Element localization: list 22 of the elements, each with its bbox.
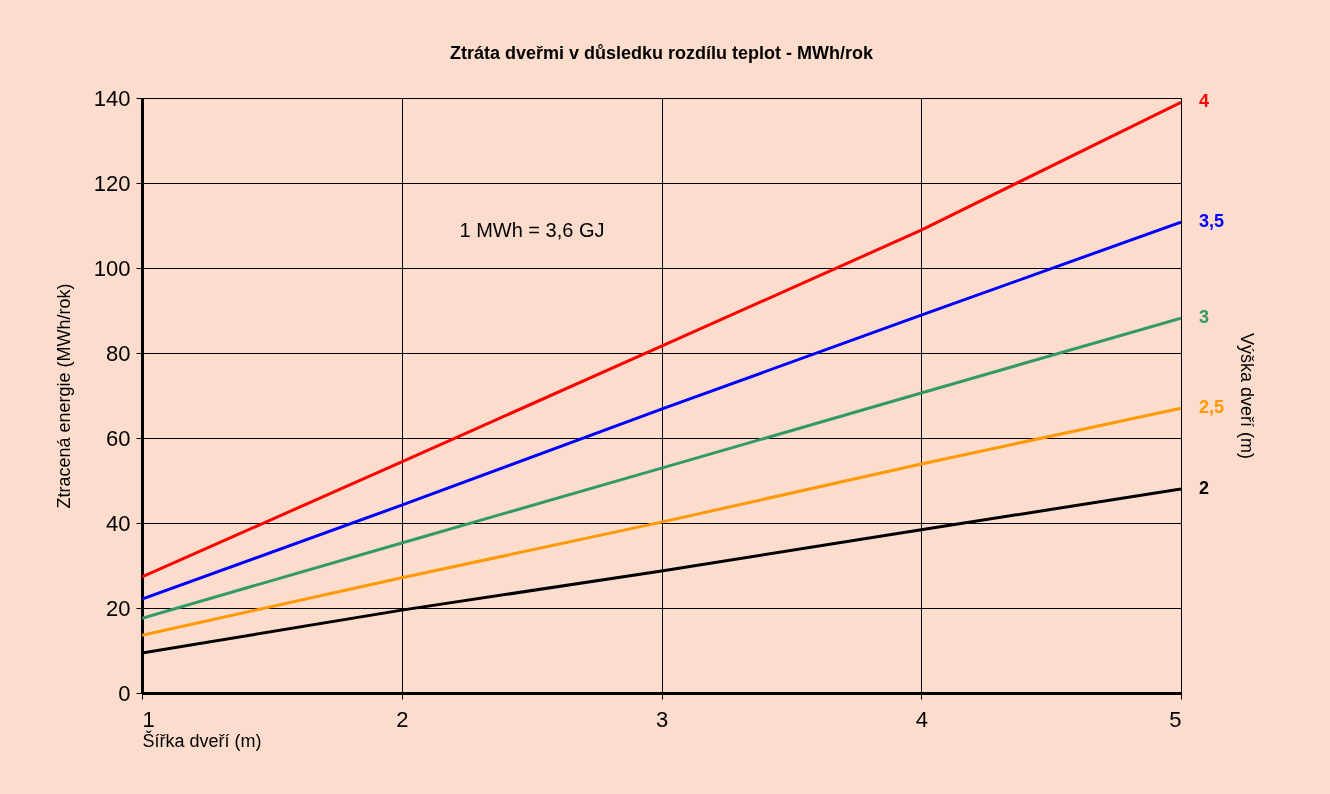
x-tick-label: 2: [396, 706, 409, 732]
y2-axis-title: Výška dveří (m): [1236, 332, 1257, 460]
y-axis-title: Ztracená energie (MWh/rok): [53, 283, 74, 509]
y-tick-label: 60: [106, 425, 131, 451]
x-tick-label: 3: [655, 706, 669, 732]
y-tick-label: 140: [93, 85, 131, 111]
y-tick-label: 120: [93, 170, 131, 196]
series-label: 2,5: [1199, 397, 1225, 418]
y-tick-label: 40: [106, 510, 131, 536]
series-label: 2: [1199, 478, 1210, 498]
x-tick-label: 4: [915, 706, 928, 732]
y-tick-label: 0: [118, 680, 131, 706]
annotation: 1 MWh = 3,6 GJ: [459, 219, 605, 241]
chart-title: Ztráta dveřmi v důsledku rozdílu teplot - MWh/rok: [449, 43, 874, 63]
y-tick-label: 80: [106, 340, 131, 366]
series-label: 4: [1199, 91, 1210, 112]
x-tick-label: 5: [1169, 706, 1182, 732]
y-tick-label: 20: [106, 595, 131, 621]
series-label: 3,5: [1199, 211, 1225, 232]
series-label: 3: [1199, 307, 1210, 328]
x-axis-title: Šířka dveří (m): [142, 729, 262, 751]
y-tick-label: 100: [93, 255, 131, 281]
